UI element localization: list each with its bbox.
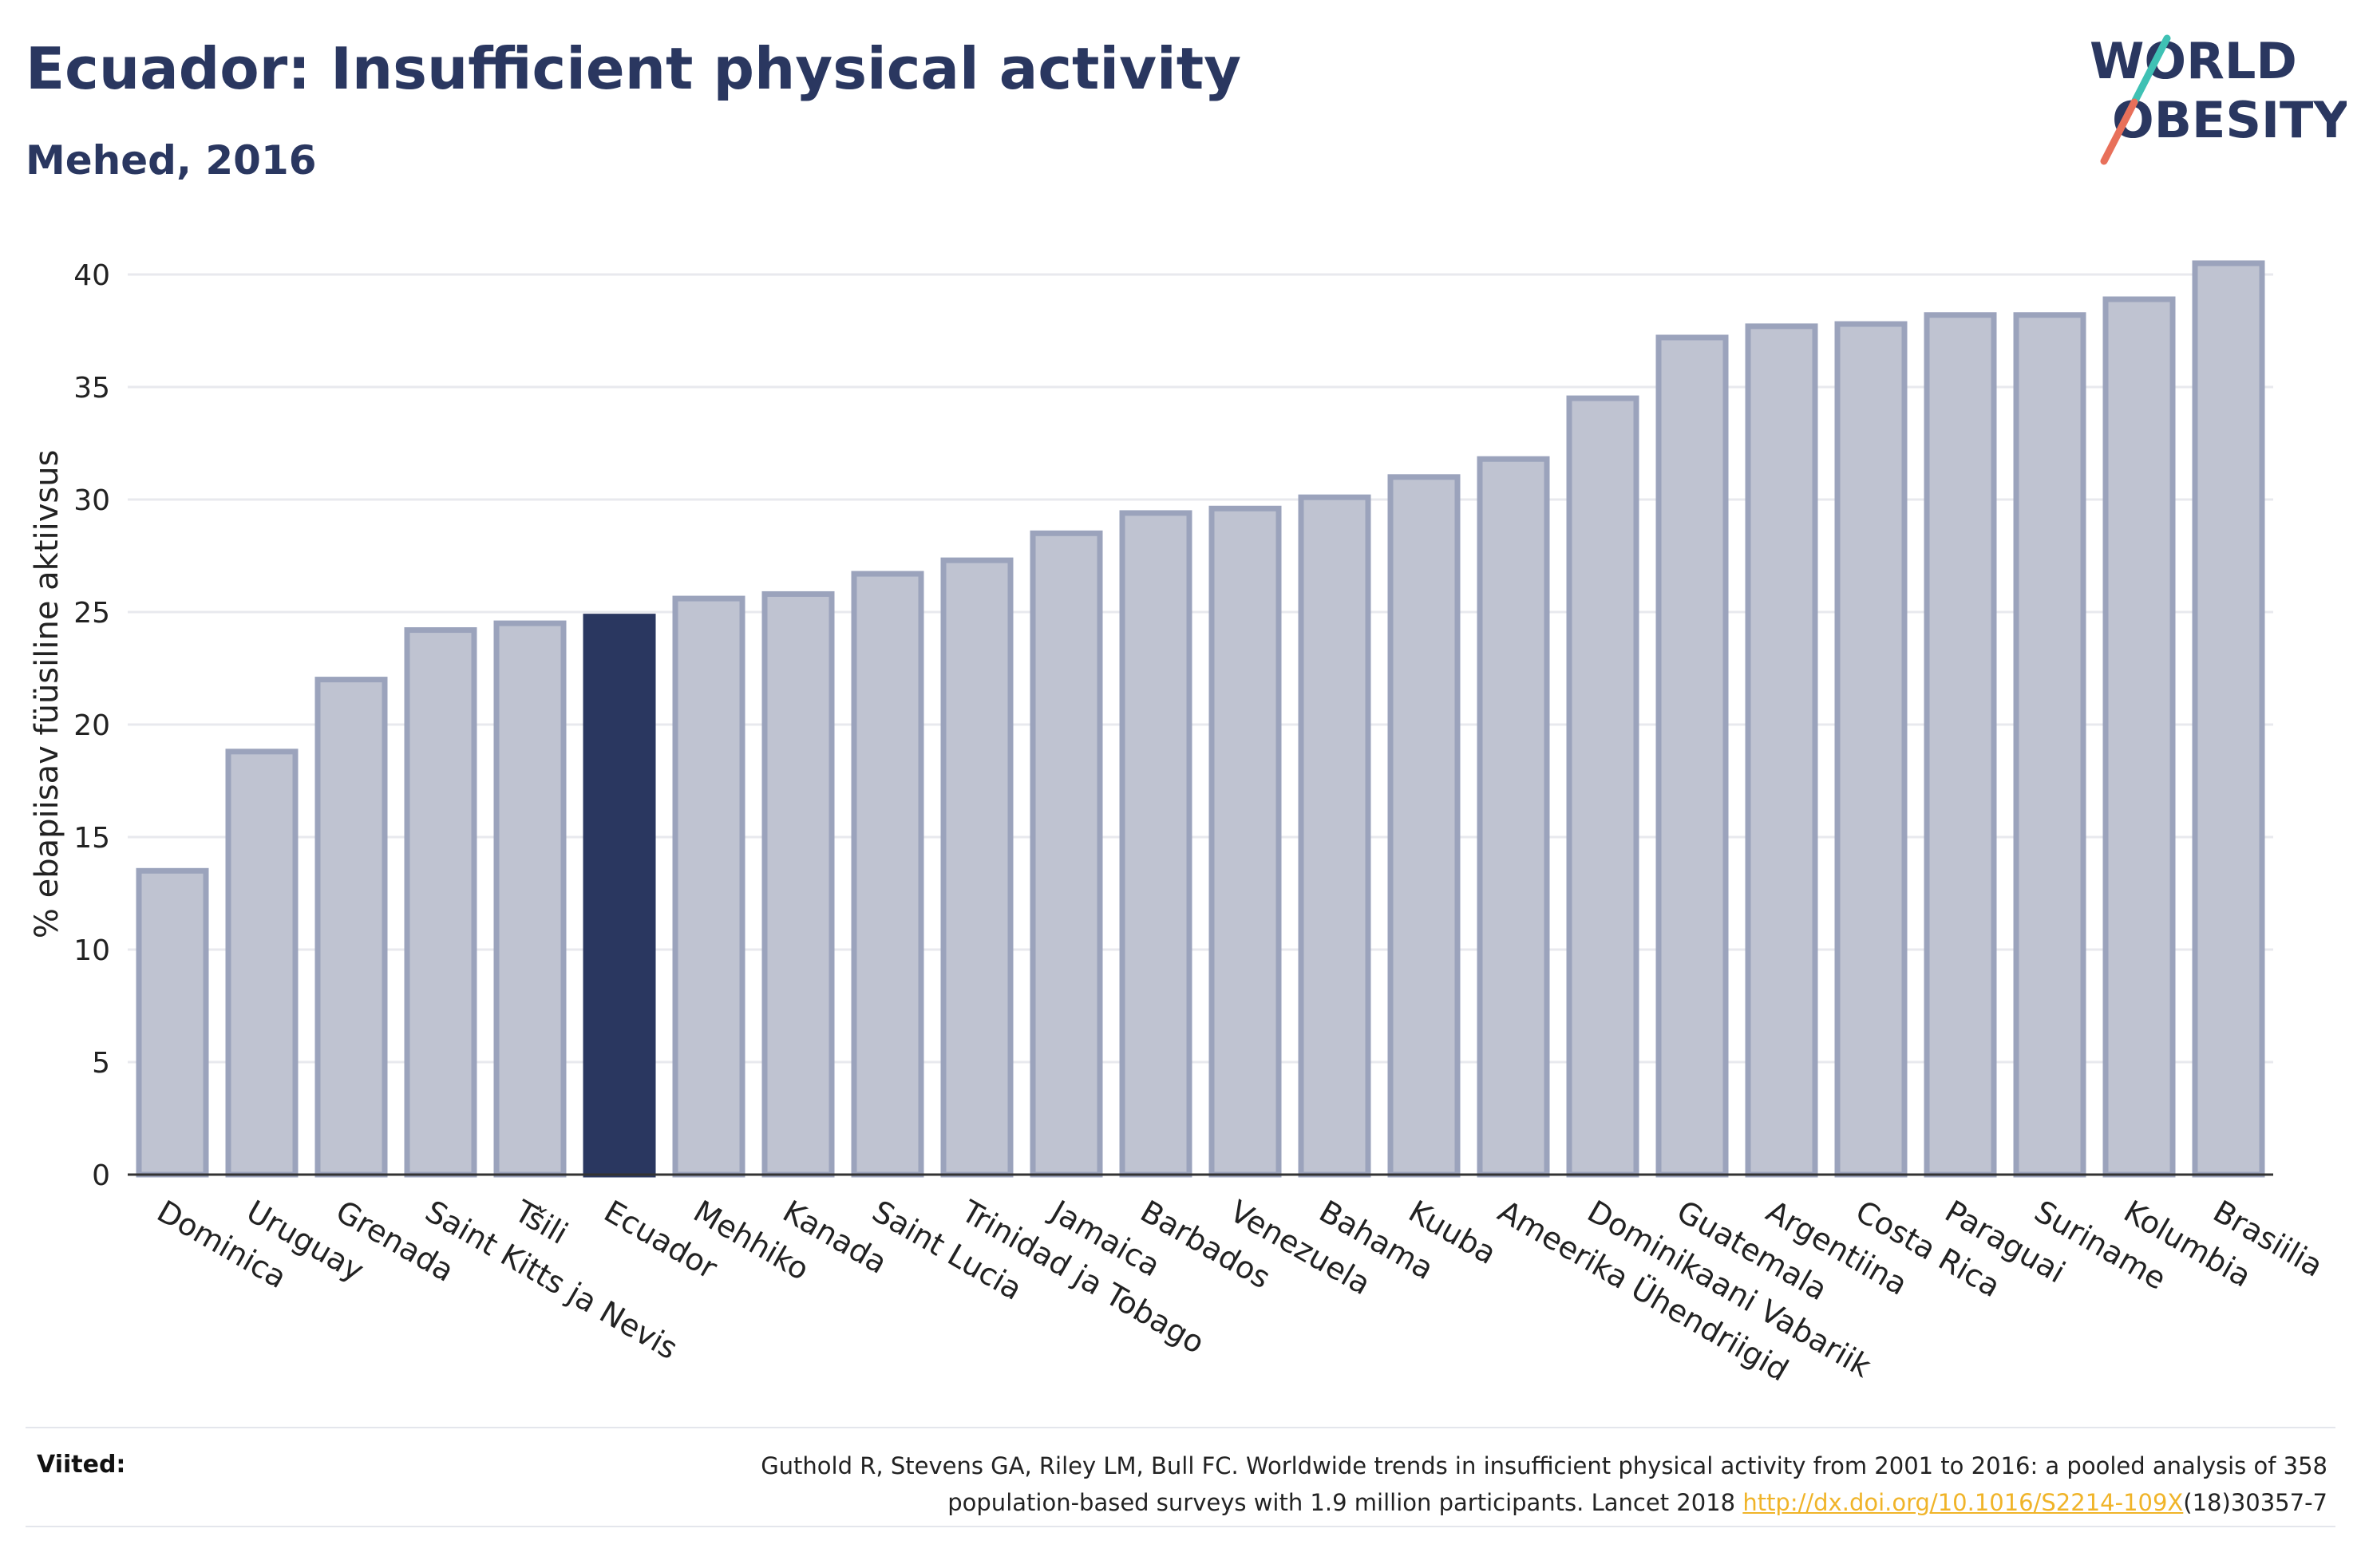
y-tick-label: 40: [73, 259, 110, 292]
bar-trinidad-ja-tobago[interactable]: [940, 557, 1014, 1178]
bar-uruguay[interactable]: [225, 748, 299, 1178]
bar-costa-rica[interactable]: [1834, 321, 1908, 1178]
bar-ecuador[interactable]: [583, 614, 656, 1178]
logo-slash-teal: [2130, 34, 2171, 106]
bar-grenada[interactable]: [314, 677, 388, 1178]
bar-dominikaani-vabariik[interactable]: [1566, 395, 1639, 1178]
grid-lines: [128, 273, 2273, 1064]
citation-line-1: Guthold R, Stevens GA, Riley LM, Bull FC…: [761, 1452, 2327, 1479]
citation-line-2-suffix: (18)30357-7: [2183, 1489, 2327, 1516]
citation-line-2-prefix: population-based surveys with 1.9 millio…: [947, 1489, 1743, 1516]
citation: Guthold R, Stevens GA, Riley LM, Bull FC…: [492, 1448, 2327, 1521]
y-tick-label: 0: [92, 1159, 110, 1192]
y-tick-label: 5: [92, 1047, 110, 1080]
bar-kanada[interactable]: [761, 590, 835, 1178]
footer-label: Viited:: [37, 1451, 126, 1479]
bar-suriname[interactable]: [2013, 312, 2086, 1178]
bar-saint-kitts-ja-nevis[interactable]: [404, 627, 477, 1178]
chart-title: Ecuador: Insufficient physical activity: [26, 35, 1242, 102]
y-tick-label: 15: [73, 822, 110, 855]
bar-kuuba[interactable]: [1387, 474, 1461, 1178]
bar-brasiilia[interactable]: [2192, 260, 2265, 1178]
bar-kolumbia[interactable]: [2102, 296, 2176, 1178]
y-tick-label: 10: [73, 934, 110, 967]
bar-argentiina[interactable]: [1745, 323, 1818, 1178]
logo-text-obesity: OBESITY: [2112, 91, 2347, 149]
footer-divider-bottom: [26, 1526, 2335, 1527]
bar-ameerika-ühendriigid[interactable]: [1477, 456, 1550, 1178]
y-axis-label: % ebapiisav füüsiline aktiivsus: [29, 450, 65, 939]
bar-dominica[interactable]: [136, 867, 209, 1178]
bar-mehhiko[interactable]: [672, 595, 745, 1178]
bar-jamaica[interactable]: [1030, 530, 1103, 1178]
bar-tšili[interactable]: [493, 620, 567, 1178]
bar-barbados[interactable]: [1119, 510, 1192, 1178]
bar-guatemala[interactable]: [1655, 334, 1729, 1178]
y-tick-label: 30: [73, 484, 110, 517]
bar-paraguai[interactable]: [1924, 312, 1997, 1178]
bars: [136, 260, 2265, 1178]
y-tick-label: 25: [73, 597, 110, 630]
footer-divider-top: [26, 1427, 2335, 1428]
bar-venezuela[interactable]: [1208, 505, 1282, 1178]
logo-slash-coral: [2100, 98, 2138, 165]
citation-doi-link[interactable]: http://dx.doi.org/10.1016/S2214-109X: [1742, 1489, 2184, 1516]
citation-line-2: population-based surveys with 1.9 millio…: [492, 1484, 2327, 1521]
y-tick-label: 35: [73, 372, 110, 405]
logo-text-world: WORLD: [2090, 32, 2297, 90]
y-tick-label: 20: [73, 709, 110, 742]
world-obesity-logo: WORLD OBESITY: [2090, 32, 2347, 165]
bar-bahama[interactable]: [1298, 494, 1371, 1178]
bar-saint-lucia[interactable]: [851, 571, 924, 1178]
chart-subtitle: Mehed, 2016: [26, 137, 317, 184]
